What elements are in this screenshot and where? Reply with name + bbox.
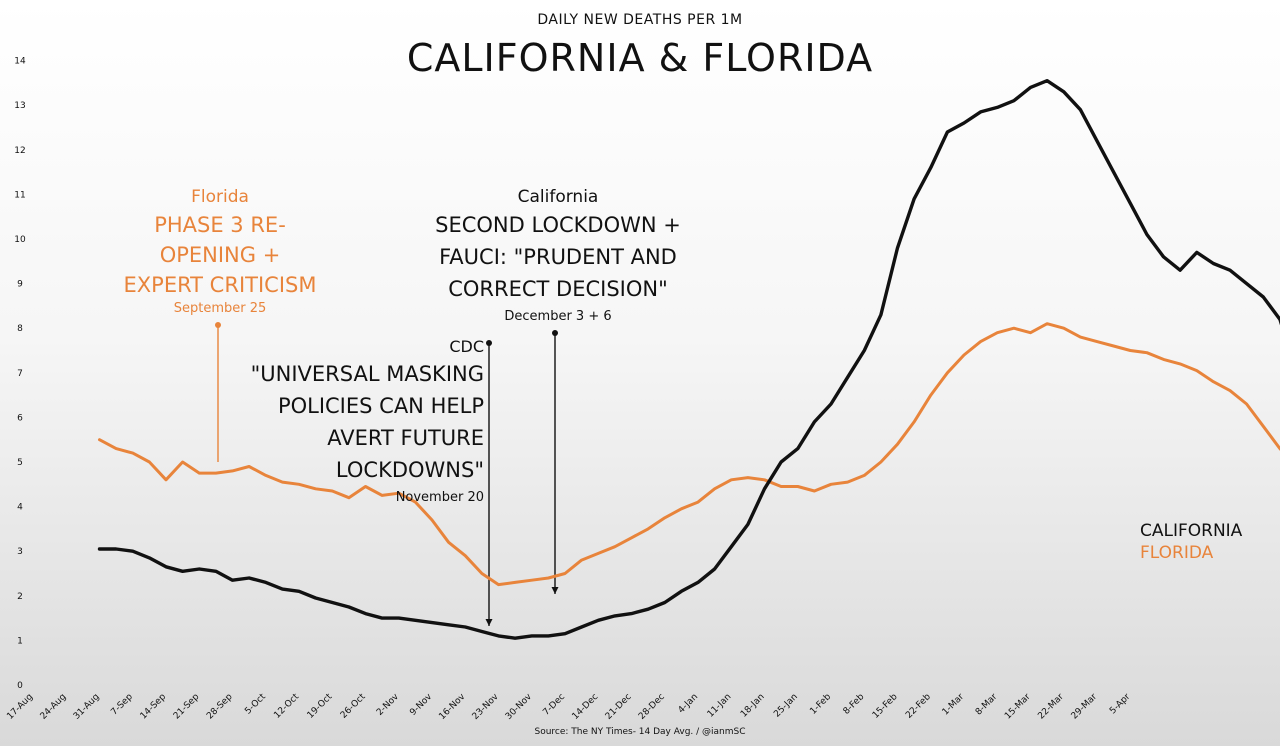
series-lines	[97, 79, 1280, 640]
y-tick-label: 11	[14, 190, 25, 200]
x-tick-label: 8-Feb	[842, 692, 867, 717]
annotation-california-line-2: FAUCI: "PRUDENT AND	[439, 245, 677, 269]
annotation-cdc-line-3: AVERT FUTURE	[327, 426, 484, 450]
x-tick-label: 8-Mar	[974, 692, 1000, 718]
x-tick-label: 17-Aug	[5, 692, 35, 722]
x-tick-label: 21-Dec	[604, 692, 634, 722]
x-tick-label: 28-Sep	[205, 692, 235, 722]
pointer-florida	[215, 322, 221, 462]
series-line-california	[97, 79, 1280, 640]
x-tick-label: 1-Feb	[808, 692, 833, 717]
x-tick-label: 5-Apr	[1108, 692, 1132, 716]
y-tick-label: 12	[14, 146, 25, 156]
chart-subtitle: DAILY NEW DEATHS PER 1M	[537, 12, 743, 28]
x-tick-label: 19-Oct	[306, 692, 335, 721]
annotation-florida-date: September 25	[173, 301, 267, 316]
y-tick-label: 0	[17, 681, 23, 691]
x-tick-label: 9-Nov	[408, 692, 434, 718]
x-tick-label: 24-Aug	[39, 692, 69, 722]
y-tick-label: 2	[17, 592, 23, 602]
end-label-florida: FLORIDA	[1140, 543, 1214, 563]
y-tick-label: 6	[17, 413, 23, 423]
x-tick-label: 11-Jan	[706, 692, 734, 720]
x-tick-label: 14-Sep	[139, 692, 169, 722]
x-tick-label: 14-Dec	[571, 692, 601, 722]
y-tick-label: 1	[17, 636, 23, 646]
x-tick-label: 23-Nov	[471, 692, 501, 722]
annotation-florida-line-2: OPENING +	[159, 243, 281, 267]
x-tick-label: 2-Nov	[375, 692, 401, 718]
chart-title: CALIFORNIA & FLORIDA	[406, 36, 874, 80]
annotation-florida: Florida PHASE 3 RE- OPENING + EXPERT CRI…	[100, 186, 340, 318]
annotation-california-state: California	[517, 187, 599, 207]
y-tick-label: 5	[17, 458, 23, 468]
series-line-florida	[98, 322, 1280, 587]
pointer-california	[551, 330, 559, 594]
x-tick-label: 5-Oct	[243, 692, 268, 717]
x-tick-label: 7-Sep	[109, 692, 135, 718]
x-axis: 17-Aug 24-Aug 31-Aug 7-Sep 14-Sep 21-Sep 28-Se…	[5, 692, 1132, 722]
annotation-florida-state: Florida	[191, 187, 249, 207]
annotation-california-date: December 3 + 6	[504, 309, 612, 324]
y-tick-label: 13	[14, 101, 25, 111]
x-tick-label: 16-Nov	[437, 692, 467, 722]
annotation-cdc-state: CDC	[449, 337, 484, 356]
x-tick-label: 21-Sep	[172, 692, 202, 722]
x-tick-label: 22-Feb	[904, 692, 933, 721]
annotation-cdc: CDC "UNIVERSAL MASKING POLICIES CAN HELP…	[200, 336, 484, 508]
annotation-california: California SECOND LOCKDOWN + FAUCI: "PRU…	[396, 186, 720, 327]
x-tick-label: 25-Jan	[772, 692, 800, 720]
annotation-florida-line-1: PHASE 3 RE-	[154, 213, 286, 237]
y-tick-label: 7	[17, 369, 23, 379]
y-tick-label: 9	[17, 280, 23, 290]
annotation-cdc-date: November 20	[395, 490, 484, 505]
annotation-cdc-line-1: "UNIVERSAL MASKING	[250, 362, 484, 386]
annotation-cdc-line-4: LOCKDOWNS"	[335, 458, 484, 482]
y-tick-label: 4	[17, 503, 23, 513]
y-tick-label: 14	[14, 57, 26, 67]
annotation-cdc-line-2: POLICIES CAN HELP	[277, 394, 484, 418]
chart-source: Source: The NY Times- 14 Day Avg. / @ian…	[534, 727, 746, 737]
y-tick-label: 3	[17, 547, 23, 557]
x-tick-label: 18-Jan	[739, 692, 767, 720]
annotation-florida-line-3: EXPERT CRITICISM	[123, 273, 317, 297]
y-tick-label: 8	[17, 324, 23, 334]
x-tick-label: 15-Mar	[1003, 692, 1033, 722]
x-tick-label: 4-Jan	[677, 692, 701, 716]
y-tick-label: 10	[14, 235, 26, 245]
pointer-cdc	[485, 340, 493, 626]
x-tick-label: 7-Dec	[541, 692, 567, 718]
x-tick-label: 31-Aug	[72, 692, 102, 722]
x-tick-label: 12-Oct	[272, 692, 301, 721]
x-tick-label: 26-Oct	[339, 692, 368, 721]
annotation-california-line-3: CORRECT DECISION"	[448, 277, 668, 301]
x-tick-label: 28-Dec	[637, 692, 667, 722]
end-label-california: CALIFORNIA	[1140, 521, 1243, 541]
x-tick-label: 22-Mar	[1036, 692, 1066, 722]
x-tick-label: 1-Mar	[941, 692, 967, 718]
x-tick-label: 30-Nov	[504, 692, 534, 722]
x-tick-label: 15-Feb	[871, 692, 900, 721]
annotation-california-line-1: SECOND LOCKDOWN +	[435, 213, 681, 237]
x-tick-label: 29-Mar	[1070, 692, 1100, 722]
